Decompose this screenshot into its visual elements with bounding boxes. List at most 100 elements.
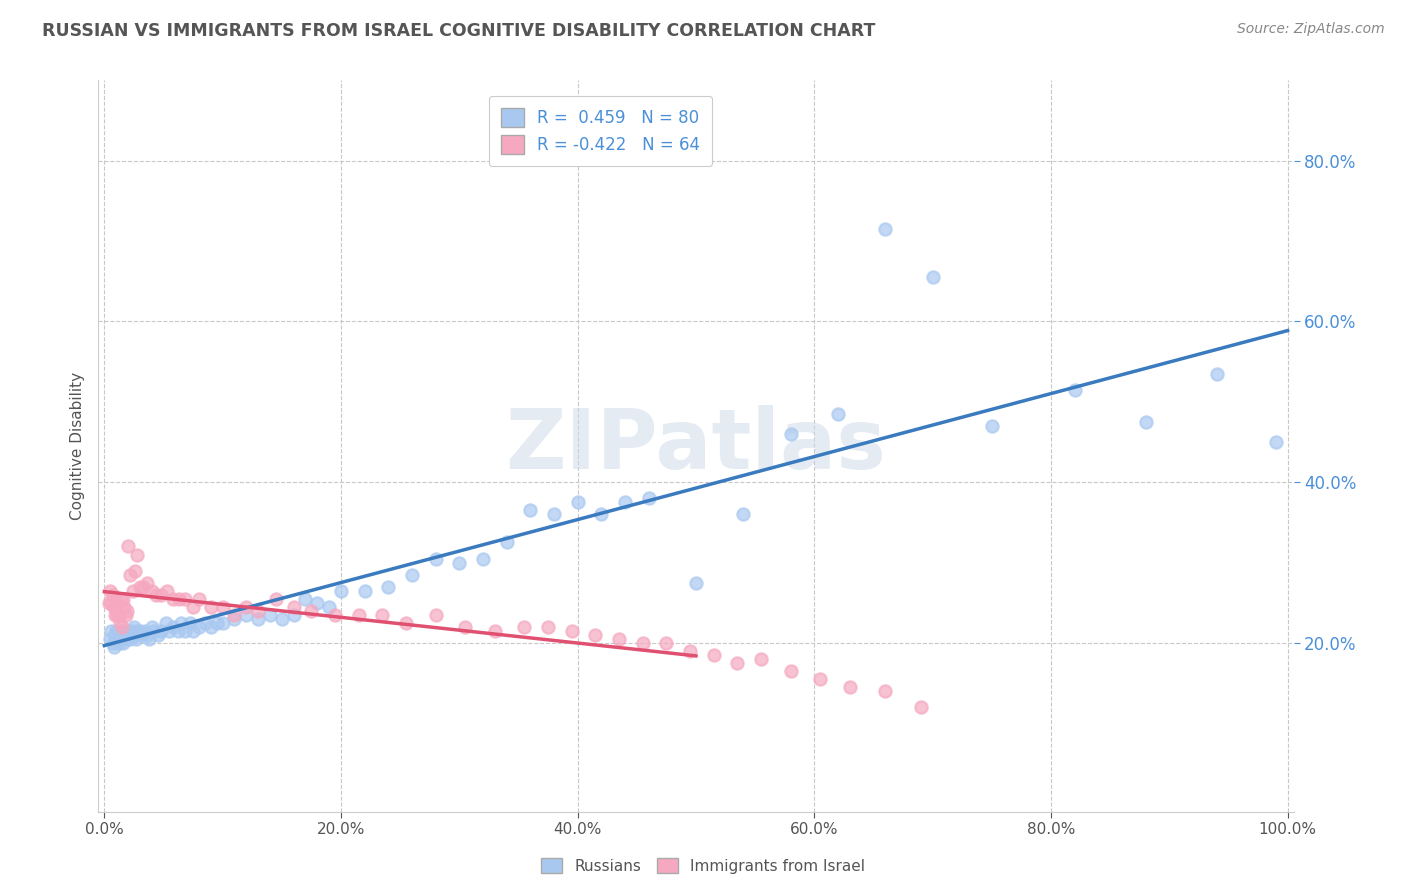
Point <box>105 632 128 646</box>
Point <box>294 591 316 606</box>
Point <box>173 591 195 606</box>
Point <box>264 591 287 606</box>
Point <box>591 508 613 522</box>
Point <box>111 620 134 634</box>
Point <box>188 591 211 606</box>
Point <box>454 620 477 634</box>
Point <box>112 591 135 606</box>
Point <box>679 644 702 658</box>
Point <box>299 604 322 618</box>
Point <box>211 599 233 614</box>
Point <box>614 495 637 509</box>
Point <box>98 596 121 610</box>
Point <box>1135 415 1157 429</box>
Point <box>725 656 748 670</box>
Point <box>127 624 149 638</box>
Point <box>157 624 180 638</box>
Point <box>155 615 177 630</box>
Point <box>779 664 801 678</box>
Point <box>104 607 127 622</box>
Point <box>247 612 270 626</box>
Point <box>235 599 257 614</box>
Point <box>105 596 128 610</box>
Point <box>703 648 725 662</box>
Point <box>166 624 188 638</box>
Point <box>827 407 849 421</box>
Point <box>561 624 583 638</box>
Point <box>112 636 135 650</box>
Point <box>1205 367 1227 381</box>
Point <box>270 612 292 626</box>
Text: Source: ZipAtlas.com: Source: ZipAtlas.com <box>1237 22 1385 37</box>
Point <box>567 495 589 509</box>
Point <box>105 624 128 638</box>
Point <box>347 607 370 622</box>
Point <box>111 624 134 638</box>
Point <box>136 628 159 642</box>
Point <box>117 540 139 554</box>
Point <box>121 628 143 642</box>
Point <box>179 615 201 630</box>
Point <box>247 604 270 618</box>
Point <box>141 620 163 634</box>
Point <box>484 624 506 638</box>
Point <box>115 632 138 646</box>
Point <box>637 491 659 506</box>
Point <box>100 624 122 638</box>
Point <box>103 640 125 654</box>
Point <box>1264 434 1286 449</box>
Point <box>211 615 233 630</box>
Point <box>283 599 305 614</box>
Point <box>519 503 541 517</box>
Point <box>472 551 495 566</box>
Point <box>401 567 423 582</box>
Point <box>128 580 150 594</box>
Point <box>121 624 143 638</box>
Point <box>838 680 860 694</box>
Point <box>330 583 353 598</box>
Point <box>108 628 131 642</box>
Point <box>108 615 131 630</box>
Point <box>103 599 125 614</box>
Point <box>134 624 156 638</box>
Point <box>200 620 222 634</box>
Y-axis label: Cognitive Disability: Cognitive Disability <box>69 372 84 520</box>
Point <box>259 607 281 622</box>
Point <box>156 583 179 598</box>
Point <box>124 628 146 642</box>
Point <box>121 583 143 598</box>
Point <box>136 575 159 590</box>
Point <box>749 652 772 666</box>
Point <box>194 615 217 630</box>
Point <box>162 591 184 606</box>
Point <box>323 607 346 622</box>
Point <box>910 700 932 714</box>
Point <box>583 628 606 642</box>
Point <box>150 588 173 602</box>
Point <box>980 418 1002 433</box>
Point <box>224 612 246 626</box>
Point <box>141 583 163 598</box>
Point <box>395 615 418 630</box>
Point <box>98 583 121 598</box>
Text: RUSSIAN VS IMMIGRANTS FROM ISRAEL COGNITIVE DISABILITY CORRELATION CHART: RUSSIAN VS IMMIGRANTS FROM ISRAEL COGNIT… <box>42 22 876 40</box>
Point <box>200 599 222 614</box>
Point <box>120 567 142 582</box>
Point <box>101 636 124 650</box>
Point <box>132 580 155 594</box>
Point <box>128 624 150 638</box>
Point <box>607 632 630 646</box>
Point <box>117 624 139 638</box>
Point <box>114 599 136 614</box>
Text: ZIPatlas: ZIPatlas <box>506 406 886 486</box>
Point <box>205 615 228 630</box>
Point <box>114 607 136 622</box>
Point <box>875 684 897 698</box>
Point <box>353 583 375 598</box>
Point <box>513 620 536 634</box>
Point <box>235 607 257 622</box>
Point <box>425 607 447 622</box>
Point <box>114 628 136 642</box>
Point <box>283 607 305 622</box>
Point <box>125 632 148 646</box>
